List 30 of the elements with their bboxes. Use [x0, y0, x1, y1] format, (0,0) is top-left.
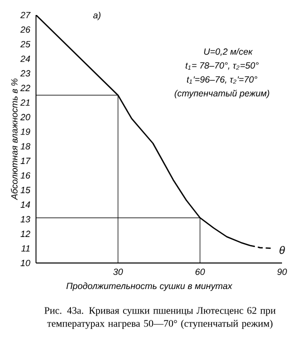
y-tick-label: 16	[20, 172, 30, 179]
y-tick-label: 23	[20, 70, 30, 77]
x-tick-label: 60	[196, 268, 205, 275]
y-tick-label: 20	[20, 114, 30, 120]
y-tick-label: 22	[20, 84, 30, 92]
annotation: θ	[280, 246, 285, 254]
y-tick-label: 12	[20, 230, 30, 237]
annotation: t$_{1}$= 78–70°, τ$_{2}$=50°	[186, 62, 259, 70]
y-tick-label: 25	[20, 40, 30, 48]
y-tick-label: 17	[20, 158, 31, 164]
x-tick-label: 30	[113, 268, 123, 275]
y-tick-label: 11	[21, 245, 30, 252]
y-tick-label: 21	[20, 99, 30, 106]
y-tick-label: 27	[20, 12, 31, 18]
annotation: а)	[93, 12, 100, 20]
annotation: (ступенчатый режим)	[174, 90, 270, 98]
y-tick-label: 10	[20, 260, 30, 266]
y-tick-label: 15	[20, 186, 30, 194]
annotation: U=0,2 м/сек	[204, 48, 253, 56]
text: Рис. 43а. Кривая сушки пшеницы Лютесценс 62 при температурах нагрева 50—70° (ступенчатый режим)	[44, 307, 276, 329]
y-tick-label: 26	[20, 26, 30, 33]
annotation: t$_{1}$'=96–76, τ$_{2}$'=70°	[186, 76, 258, 84]
y-tick-label: 14	[20, 202, 30, 208]
y-tick-label: 19	[20, 128, 30, 135]
y-tick-label: 13	[20, 216, 30, 222]
y-tick-label: 18	[20, 143, 30, 150]
y-axis-title: Абсолютная влажность в %	[10, 78, 18, 200]
x-tick-label: 90	[277, 268, 287, 275]
y-tick-label: 24	[20, 56, 30, 62]
x-axis-title: Продолжительность сушки в минутах	[66, 282, 232, 291]
